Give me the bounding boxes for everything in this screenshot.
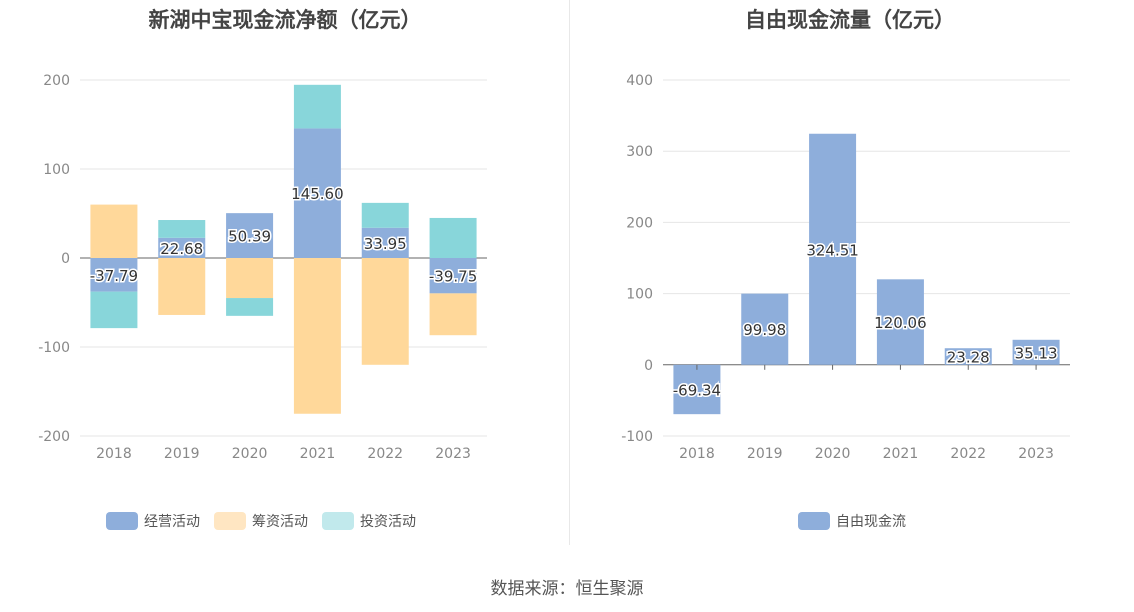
bar-primary-2021 — [876, 279, 924, 365]
x-tick-label: 2023 — [435, 446, 471, 462]
bar-primary-2018 — [673, 364, 721, 415]
legend-label-free-cash-flow: 自由现金流 — [836, 514, 906, 530]
bar-series-2-2018 — [90, 291, 138, 329]
bar-series-1-2023 — [429, 293, 477, 336]
y-tick-label: -100 — [621, 429, 653, 445]
data-label: 50.39 — [228, 228, 271, 246]
bar-series-1-2021 — [293, 258, 341, 414]
y-tick-label: 400 — [626, 73, 653, 89]
data-label: -37.79 — [90, 267, 138, 285]
y-tick-label: 300 — [626, 144, 653, 160]
x-tick-label: 2020 — [815, 446, 851, 462]
legend-item-investing[interactable]: 投资活动 — [322, 511, 416, 531]
data-label: 35.13 — [1015, 344, 1058, 362]
bar-series-2-2022 — [361, 202, 409, 228]
cash-flow-net-chart: 200 100 0 -100 -200 2018 2019 2020 2021 2022 2023 -… — [38, 73, 487, 462]
x-tick-label: 2021 — [883, 446, 919, 462]
bar-primary-2020 — [809, 133, 857, 365]
x-tick-label: 2022 — [367, 446, 403, 462]
legend-swatch-operating — [106, 512, 138, 530]
data-label: 99.98 — [743, 321, 786, 339]
bar-primary-2021 — [293, 128, 341, 258]
y-tick-label: 200 — [626, 215, 653, 231]
legend-right: 自由现金流 — [798, 511, 920, 531]
bar-series-1-2022 — [361, 258, 409, 365]
right-chart-title: 自由现金流量（亿元） — [745, 8, 955, 32]
x-tick-label: 2019 — [747, 446, 783, 462]
data-label: 22.68 — [160, 240, 203, 258]
y-tick-label: 200 — [43, 73, 70, 89]
legend-label-financing: 筹资活动 — [252, 514, 308, 530]
free-cash-flow-chart: 400 300 200 100 0 -100 2018 2019 2020 2021 2022 202… — [621, 73, 1070, 462]
x-tick-label: 2018 — [96, 446, 132, 462]
bar-series-2-2019 — [158, 220, 206, 238]
bar-series-2-2020 — [226, 298, 274, 316]
data-label: -39.75 — [429, 268, 477, 286]
bar-series-1-2018 — [90, 204, 138, 258]
bar-primary-2018 — [90, 258, 138, 292]
legend-item-operating[interactable]: 经营活动 — [106, 511, 200, 531]
data-label: -69.34 — [673, 381, 721, 399]
data-label: 120.06 — [874, 314, 927, 332]
bar-series-2-2021 — [293, 84, 341, 129]
bar-primary-2019 — [158, 237, 206, 258]
data-label: 23.28 — [947, 349, 990, 367]
legend-item-financing[interactable]: 筹资活动 — [214, 511, 308, 531]
bar-series-2-2023 — [429, 217, 477, 258]
data-label: 324.51 — [806, 241, 859, 259]
x-tick-label: 2023 — [1018, 446, 1054, 462]
bar-primary-2023 — [429, 258, 477, 294]
data-label: 145.60 — [291, 185, 344, 203]
legend-label-operating: 经营活动 — [144, 514, 200, 530]
x-tick-label: 2018 — [679, 446, 715, 462]
legend-swatch-financing — [214, 512, 246, 530]
legend-swatch-free-cash-flow — [798, 512, 830, 530]
bar-primary-2019 — [741, 293, 789, 365]
bar-series-1-2020 — [226, 258, 274, 299]
bar-primary-2022 — [944, 348, 992, 365]
legend-item-free-cash-flow[interactable]: 自由现金流 — [798, 511, 906, 531]
x-tick-label: 2019 — [164, 446, 200, 462]
panel-divider — [569, 0, 570, 545]
y-tick-label: -200 — [38, 429, 70, 445]
legend-swatch-investing — [322, 512, 354, 530]
x-tick-label: 2020 — [232, 446, 268, 462]
legend-left: 经营活动 筹资活动 投资活动 — [106, 511, 430, 531]
x-tick-label: 2022 — [950, 446, 986, 462]
y-tick-label: 100 — [626, 287, 653, 303]
data-source-footer: 数据来源：恒生聚源 — [490, 579, 644, 599]
y-tick-label: 0 — [61, 251, 70, 267]
bar-primary-2022 — [361, 227, 409, 258]
y-tick-label: 0 — [644, 358, 653, 374]
left-chart-title: 新湖中宝现金流净额（亿元） — [148, 8, 422, 32]
y-tick-label: -100 — [38, 340, 70, 356]
bar-primary-2020 — [226, 213, 274, 258]
legend-label-investing: 投资活动 — [360, 514, 416, 530]
bar-series-1-2019 — [158, 258, 206, 315]
x-tick-label: 2021 — [300, 446, 336, 462]
y-tick-label: 100 — [43, 162, 70, 178]
data-label: 33.95 — [364, 235, 407, 253]
bar-primary-2023 — [1012, 339, 1060, 365]
